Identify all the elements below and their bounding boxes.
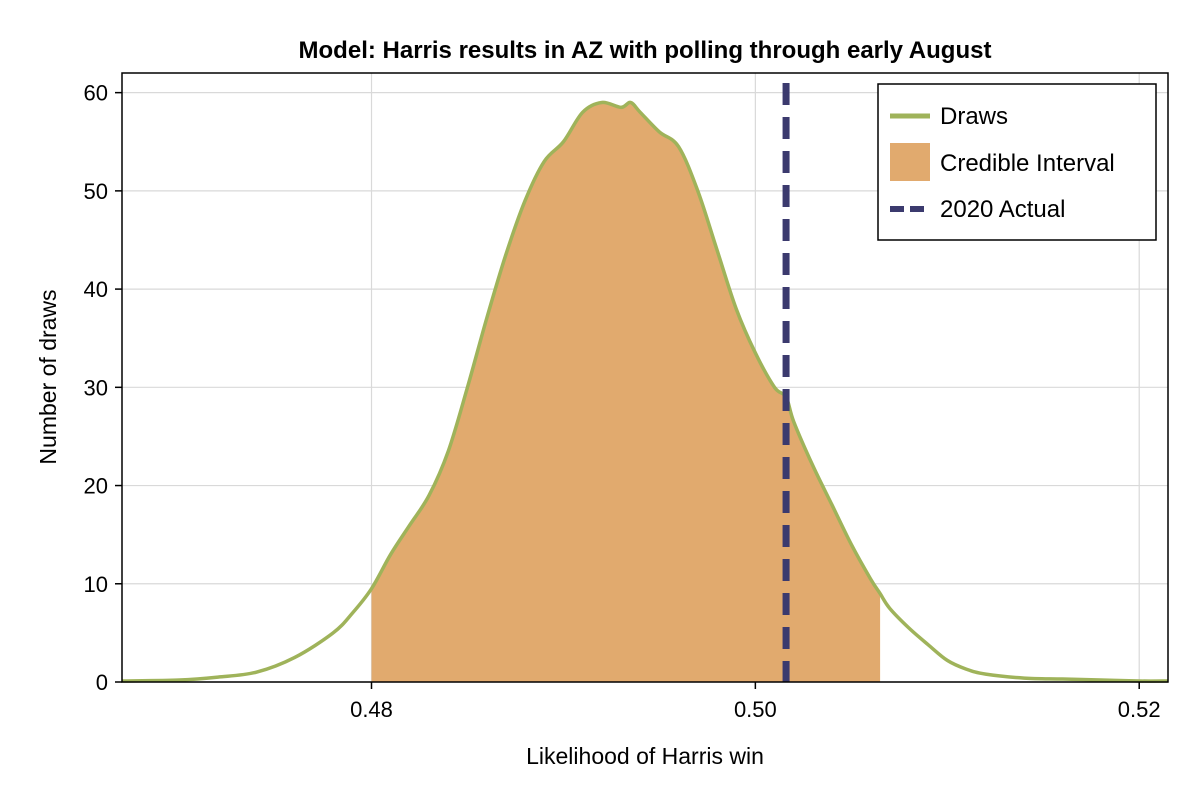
legend-label-draws: Draws — [940, 103, 1008, 130]
y-tick-label: 60 — [84, 81, 108, 106]
chart-title: Model: Harris results in AZ with polling… — [299, 37, 992, 64]
plot-frame — [121, 72, 1169, 683]
x-tick-label: 0.52 — [1118, 697, 1161, 722]
draws-line — [121, 100, 1169, 683]
y-tick-label: 0 — [96, 670, 108, 695]
y-tick-label: 10 — [84, 572, 108, 597]
y-tick-label: 50 — [84, 179, 108, 204]
legend-swatch-credible-interval — [890, 143, 930, 181]
legend-label-2020-actual: 2020 Actual — [940, 196, 1065, 223]
y-tick-label: 20 — [84, 474, 108, 499]
x-tick-label: 0.50 — [734, 697, 777, 722]
legend-label-credible-interval: Credible Interval — [940, 150, 1115, 177]
data-layer — [121, 83, 1169, 683]
x-axis-label: Likelihood of Harris win — [526, 743, 764, 769]
x-tick-label: 0.48 — [350, 697, 393, 722]
credible-interval-band — [371, 102, 881, 682]
legend: Draws Credible Interval 2020 Actual — [877, 83, 1157, 241]
y-tick-label: 40 — [84, 277, 108, 302]
ticks-layer: 0.48 0.50 0.52 0 10 20 30 40 50 60 — [84, 81, 1161, 722]
y-axis-label: Number of draws — [35, 289, 61, 464]
y-tick-label: 30 — [84, 375, 108, 400]
